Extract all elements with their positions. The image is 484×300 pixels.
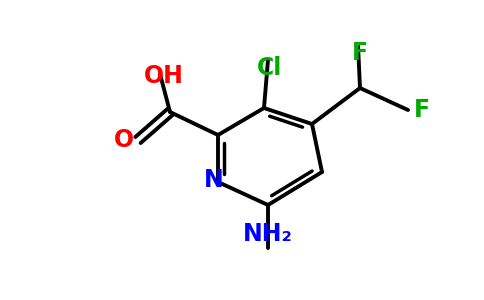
- Text: Cl: Cl: [257, 56, 283, 80]
- Text: NH₂: NH₂: [243, 222, 293, 246]
- Text: O: O: [114, 128, 134, 152]
- Text: N: N: [204, 168, 224, 192]
- Text: F: F: [414, 98, 430, 122]
- Text: F: F: [352, 41, 368, 65]
- Text: OH: OH: [144, 64, 184, 88]
